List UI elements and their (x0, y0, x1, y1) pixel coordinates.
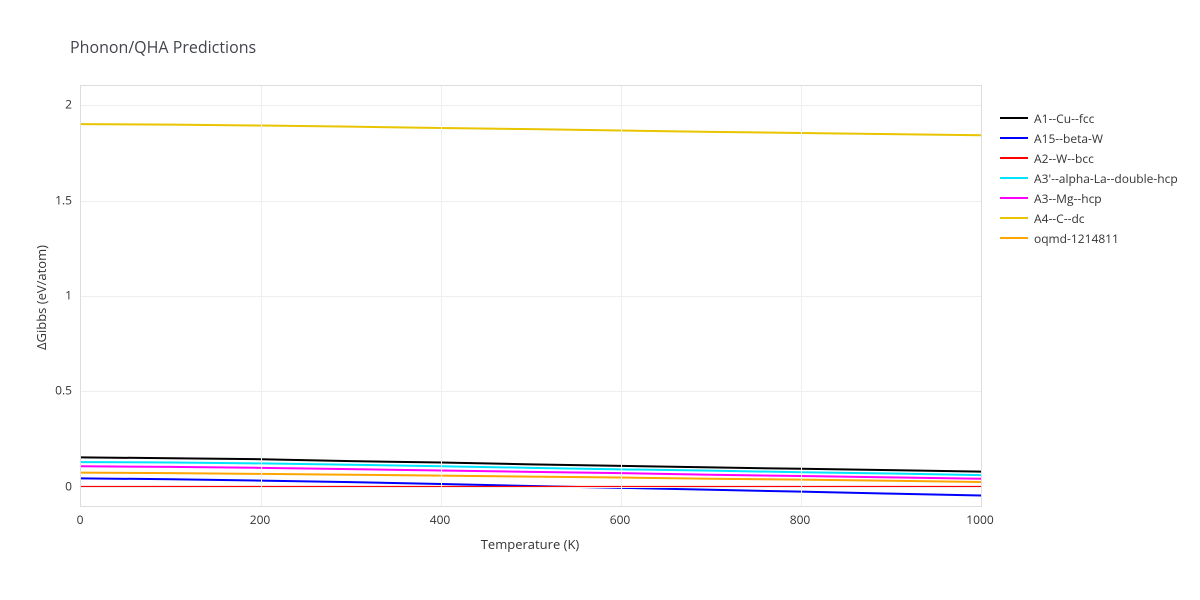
x-tick-label: 0 (77, 511, 84, 528)
chart-title: Phonon/QHA Predictions (70, 36, 256, 58)
gridline-h (81, 391, 981, 392)
legend-swatch (1000, 217, 1028, 219)
x-axis-label: Temperature (K) (481, 535, 580, 553)
legend-swatch (1000, 117, 1028, 119)
legend-swatch (1000, 137, 1028, 139)
legend-swatch (1000, 197, 1028, 199)
legend-label: A15--beta-W (1034, 130, 1103, 147)
series-line[interactable] (81, 457, 981, 471)
gridline-h (81, 296, 981, 297)
x-tick-label: 200 (250, 511, 271, 528)
x-tick-label: 800 (790, 511, 811, 528)
x-tick-label: 1000 (966, 511, 993, 528)
x-tick-label: 400 (430, 511, 451, 528)
y-tick-label: 0 (65, 477, 72, 494)
legend-item[interactable]: oqmd-1214811 (1000, 228, 1178, 248)
legend-item[interactable]: A4--C--dc (1000, 208, 1178, 228)
legend-label: A3--Mg--hcp (1034, 190, 1102, 207)
gridline-h (81, 201, 981, 202)
y-tick-label: 1.5 (55, 191, 72, 208)
legend-item[interactable]: A15--beta-W (1000, 128, 1178, 148)
gridline-h (81, 105, 981, 106)
legend-item[interactable]: A3'--alpha-La--double-hcp (1000, 168, 1178, 188)
legend: A1--Cu--fcc A15--beta-W A2--W--bcc A3'--alp… (1000, 108, 1178, 248)
y-axis-label: ΔGibbs (eV/atom) (32, 245, 50, 350)
y-tick-label: 1 (65, 287, 72, 304)
legend-label: A2--W--bcc (1034, 150, 1094, 167)
legend-label: A1--Cu--fcc (1034, 110, 1094, 127)
gridline-h (81, 487, 981, 488)
plot-area (80, 85, 982, 507)
series-line[interactable] (81, 124, 981, 135)
legend-item[interactable]: A3--Mg--hcp (1000, 188, 1178, 208)
y-tick-label: 0.5 (55, 382, 72, 399)
legend-label: oqmd-1214811 (1034, 230, 1119, 247)
legend-swatch (1000, 177, 1028, 179)
legend-label: A3'--alpha-La--double-hcp (1034, 170, 1178, 187)
legend-label: A4--C--dc (1034, 210, 1085, 227)
legend-swatch (1000, 237, 1028, 239)
x-tick-label: 600 (610, 511, 631, 528)
y-tick-label: 2 (65, 96, 72, 113)
legend-swatch (1000, 157, 1028, 159)
legend-item[interactable]: A1--Cu--fcc (1000, 108, 1178, 128)
legend-item[interactable]: A2--W--bcc (1000, 148, 1178, 168)
